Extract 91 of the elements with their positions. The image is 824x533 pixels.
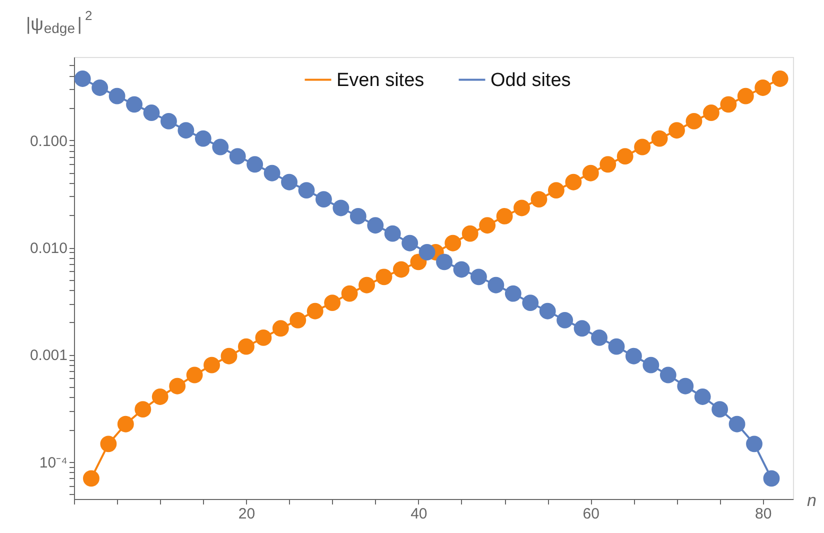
- point: [341, 285, 358, 302]
- point: [608, 338, 625, 355]
- point: [229, 148, 246, 165]
- point: [488, 276, 504, 294]
- point: [255, 330, 272, 346]
- point: [504, 285, 522, 302]
- y-tick-label: 10⁻⁴: [39, 454, 68, 472]
- point: [376, 268, 392, 286]
- point: [694, 388, 711, 405]
- point: [358, 276, 375, 294]
- point: [238, 338, 254, 355]
- point: [134, 401, 152, 418]
- point: [737, 88, 754, 104]
- point: [686, 113, 702, 130]
- point: [92, 80, 108, 96]
- point: [660, 366, 676, 384]
- point: [281, 174, 298, 190]
- point: [522, 294, 539, 311]
- x-axis-title: n: [807, 491, 816, 510]
- point: [418, 244, 436, 260]
- point: [444, 234, 462, 252]
- point: [392, 261, 410, 278]
- point: [702, 104, 720, 121]
- point: [462, 225, 478, 242]
- point: [539, 302, 556, 320]
- point: [582, 164, 599, 182]
- point: [108, 88, 126, 104]
- point: [728, 416, 746, 432]
- point: [100, 436, 117, 452]
- point: [763, 470, 780, 487]
- point: [264, 164, 280, 182]
- point: [324, 294, 341, 311]
- point: [616, 148, 634, 165]
- point: [479, 217, 496, 234]
- point: [642, 356, 660, 374]
- point: [720, 96, 737, 113]
- point: [315, 191, 332, 208]
- y-tick-label: 0.100: [30, 132, 68, 150]
- point: [591, 330, 608, 346]
- point: [152, 388, 168, 405]
- point: [668, 122, 685, 139]
- point: [204, 356, 220, 374]
- point: [436, 254, 452, 270]
- point: [367, 217, 384, 234]
- point: [772, 70, 788, 87]
- point: [530, 191, 548, 208]
- point: [384, 225, 401, 242]
- point: [600, 156, 616, 173]
- point: [117, 416, 134, 432]
- point: [220, 348, 238, 364]
- point: [470, 268, 487, 286]
- point: [126, 96, 142, 113]
- point: [712, 401, 728, 418]
- point: [746, 436, 762, 452]
- point: [290, 312, 306, 328]
- point: [754, 80, 772, 96]
- point: [634, 138, 651, 156]
- legend-label: Even sites: [336, 70, 424, 91]
- x-tick-label: 20: [238, 506, 256, 522]
- point: [194, 130, 212, 147]
- point: [246, 156, 264, 173]
- point: [169, 378, 186, 394]
- x-tick-label: 40: [410, 506, 428, 522]
- point: [306, 302, 324, 320]
- point: [83, 470, 100, 487]
- point: [453, 261, 470, 278]
- point: [556, 312, 574, 328]
- point: [74, 70, 91, 87]
- point: [574, 320, 590, 337]
- point: [350, 208, 366, 224]
- y-tick-label: 0.010: [30, 240, 68, 258]
- point: [143, 104, 160, 121]
- point: [272, 320, 289, 337]
- point: [496, 208, 513, 224]
- point: [625, 348, 642, 364]
- x-tick-label: 60: [582, 506, 600, 522]
- point: [565, 174, 582, 190]
- point: [178, 122, 194, 139]
- point: [160, 113, 177, 130]
- point: [186, 366, 203, 384]
- y-tick-label: 0.001: [30, 347, 68, 364]
- point: [298, 182, 315, 199]
- point: [514, 200, 530, 216]
- point: [212, 138, 229, 156]
- point: [677, 378, 694, 394]
- x-tick-label: 80: [755, 506, 772, 522]
- point: [402, 234, 418, 252]
- point: [548, 182, 564, 199]
- point: [651, 130, 668, 147]
- point: [332, 200, 350, 216]
- legend-label: Odd sites: [490, 70, 571, 91]
